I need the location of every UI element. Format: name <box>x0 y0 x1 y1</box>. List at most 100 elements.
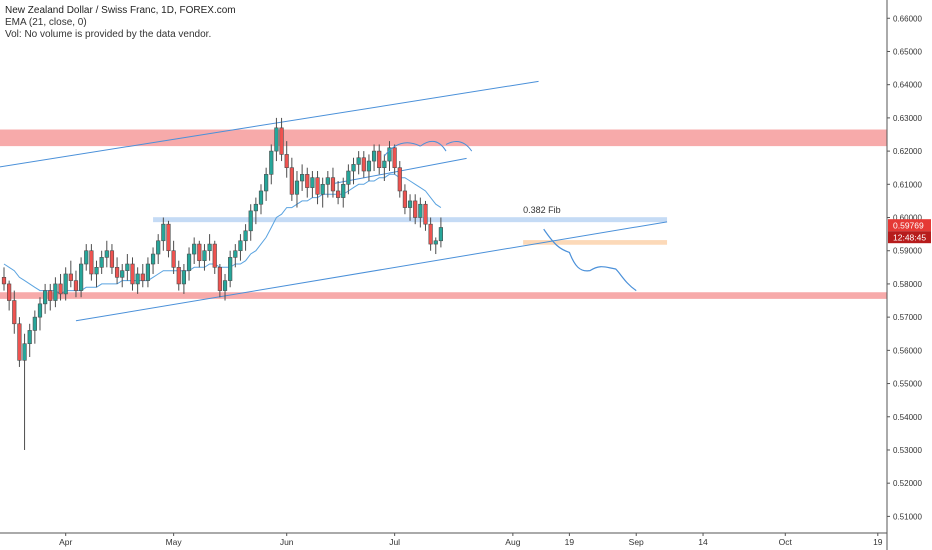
candle <box>382 160 387 169</box>
price-tick-label: 0.52000 <box>893 479 922 488</box>
candle <box>228 257 233 281</box>
time-tick-label: 19 <box>873 537 883 547</box>
candle <box>32 316 37 331</box>
candle <box>366 160 372 172</box>
legend-indicator: EMA (21, close, 0) <box>5 17 87 28</box>
time-tick-label: Jun <box>280 537 294 547</box>
time-tick-label: Sep <box>629 537 644 547</box>
candle <box>130 263 135 285</box>
right-shoulder-arc <box>445 141 473 152</box>
candle <box>186 253 192 271</box>
candle <box>58 283 63 295</box>
price-tick-label: 0.56000 <box>893 346 922 355</box>
candle <box>150 253 156 265</box>
candles <box>1 117 444 450</box>
candle <box>84 250 89 265</box>
candle <box>171 250 176 268</box>
candle <box>341 184 346 198</box>
candle <box>279 127 284 155</box>
price-tick-label: 0.57000 <box>893 313 922 322</box>
candle <box>413 200 418 218</box>
candle <box>222 280 228 291</box>
candle <box>12 300 17 325</box>
candle <box>135 273 140 285</box>
candle <box>264 174 269 192</box>
candle <box>37 303 43 318</box>
price-tick-label: 0.53000 <box>893 446 922 455</box>
price-tick-label: 0.59000 <box>893 247 922 256</box>
candle <box>300 174 305 182</box>
legend-title: New Zealand Dollar / Swiss Franc, 1D, FO… <box>5 5 236 16</box>
candle <box>305 174 310 188</box>
candle <box>120 270 125 278</box>
chart-legend: New Zealand Dollar / Swiss Franc, 1D, FO… <box>5 5 236 41</box>
candle <box>161 223 166 242</box>
price-tick-label: 0.63000 <box>893 114 922 123</box>
time-tick-label: Oct <box>779 537 793 547</box>
candle <box>7 283 12 301</box>
candle <box>438 227 444 242</box>
candle <box>253 203 258 212</box>
candle <box>109 250 115 268</box>
price-tick-label: 0.51000 <box>893 512 922 521</box>
time-tick-label: 19 <box>565 537 575 547</box>
price-tick-label: 0.55000 <box>893 380 922 389</box>
time-tick-label: Aug <box>505 537 520 547</box>
candle <box>346 170 351 185</box>
lower-channel-line <box>75 221 668 322</box>
candle <box>289 167 294 195</box>
price-tick-label: 0.66000 <box>893 14 922 23</box>
time-tick-label: 14 <box>698 537 708 547</box>
countdown-label: 12:48:45 <box>893 233 926 243</box>
candle <box>371 150 377 162</box>
candle <box>140 273 145 281</box>
candle <box>284 154 289 169</box>
candle <box>48 290 53 301</box>
candle <box>274 127 279 152</box>
candle <box>104 250 109 258</box>
candle <box>22 343 27 361</box>
candle <box>433 240 438 245</box>
candle <box>418 203 423 218</box>
candle <box>166 223 171 252</box>
candle <box>53 283 58 301</box>
candle <box>330 177 336 192</box>
candle <box>428 223 433 245</box>
legend-volume-note: Vol: No volume is provided by the data v… <box>5 29 212 40</box>
candle <box>387 147 392 162</box>
left-shoulder-arc <box>383 142 421 157</box>
last-price-label: 0.59769 <box>893 221 924 231</box>
upper-channel-line <box>0 80 539 168</box>
candle <box>423 203 428 225</box>
price-tick-label: 0.58000 <box>893 280 922 289</box>
candle <box>207 243 212 252</box>
candle <box>310 177 315 188</box>
candle <box>181 270 187 285</box>
price-tick-label: 0.62000 <box>893 147 922 156</box>
candle <box>248 210 253 232</box>
candle <box>68 273 73 281</box>
candle <box>197 243 202 261</box>
fib-annotation: 0.382 Fib <box>523 205 561 215</box>
candle <box>99 257 104 268</box>
price-axis-bg <box>887 0 932 550</box>
price-tick-label: 0.60000 <box>893 214 922 223</box>
head-arc <box>420 140 447 152</box>
time-tick-label: May <box>166 537 183 547</box>
candle <box>73 280 79 291</box>
candle <box>294 180 300 195</box>
last-price-tag <box>888 219 931 232</box>
time-tick-label: Apr <box>59 537 72 547</box>
candle <box>63 273 68 295</box>
candle <box>202 250 207 261</box>
candle <box>315 177 320 195</box>
price-tick-label: 0.64000 <box>893 81 922 90</box>
candle <box>17 323 22 361</box>
candle <box>212 243 217 268</box>
candle <box>397 167 402 192</box>
resistance-zone <box>0 129 887 147</box>
support-zone-lower <box>0 292 887 299</box>
candle <box>392 147 397 169</box>
